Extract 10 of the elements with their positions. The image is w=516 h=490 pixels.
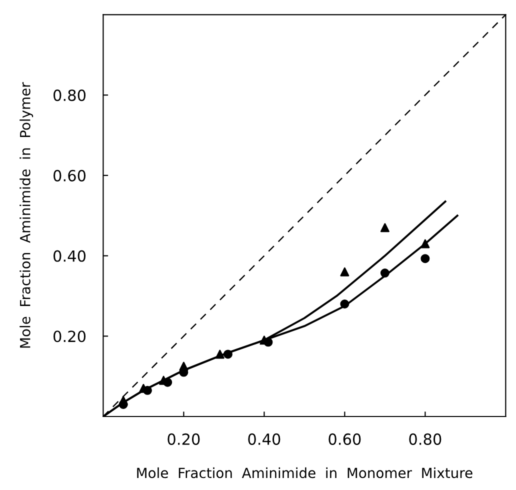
y-tick-label: 0.20	[54, 330, 86, 342]
y-axis-title: Mole Fraction Aminimide in Polymer	[20, 82, 34, 348]
x-tick-label: 0.80	[409, 433, 442, 445]
x-axis-title: Mole Fraction Aminimide in Monomer Mixture	[137, 467, 472, 478]
x-tick-label: 0.60	[328, 433, 361, 445]
x-tick-label: 0.40	[248, 433, 280, 445]
y-tick-label: 0.40	[54, 250, 86, 262]
y-tick-label: 0.60	[54, 170, 86, 182]
x-tick-label: 0.20	[168, 433, 200, 445]
y-tick-label: 0.80	[54, 90, 86, 102]
